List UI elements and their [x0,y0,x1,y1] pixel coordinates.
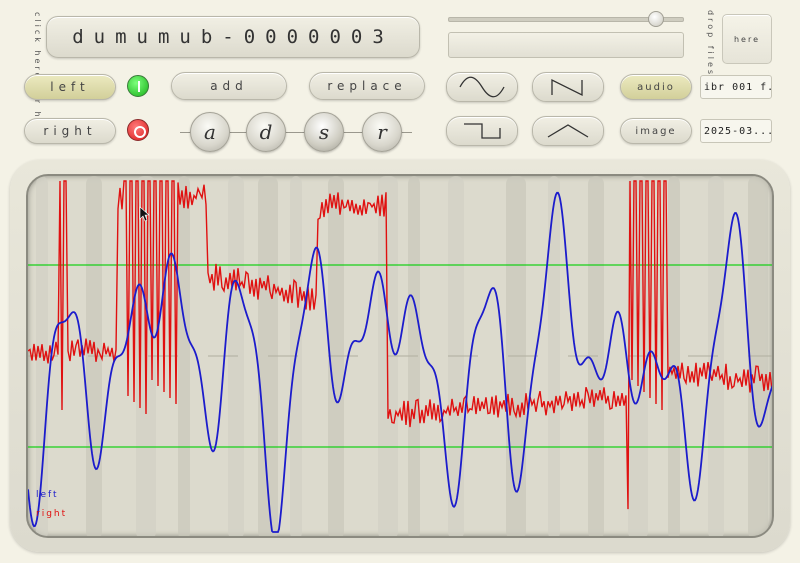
waveform-display[interactable]: left right [26,174,774,538]
right-channel-waveform [28,180,772,510]
background-band [668,176,680,536]
sawtooth-wave-button[interactable] [532,72,604,102]
background-band [228,176,244,536]
background-band [748,176,768,536]
slider-thumb[interactable] [647,11,664,27]
info-bar [448,32,684,58]
audio-button[interactable]: audio [620,74,692,100]
left-channel-waveform [28,191,772,533]
background-band [408,176,420,536]
background-band [506,176,526,536]
triangle-wave-button[interactable] [532,116,604,146]
right-channel-button[interactable]: right [24,118,116,144]
title-text: dumumub-0000003 [72,26,394,48]
square-wave-button[interactable] [446,116,518,146]
legend-left: left [36,490,59,500]
adsr-knob-row: a d s r [180,112,420,154]
background-band [708,176,724,536]
background-band [36,176,48,536]
background-band [178,176,190,536]
knob-guide-line [180,132,412,133]
sine-wave-icon [459,76,505,98]
add-button[interactable]: add [171,72,287,100]
image-button[interactable]: image [620,118,692,144]
attack-knob[interactable]: a [190,112,230,152]
audio-file-field[interactable]: ibr 001 f... [700,75,772,99]
sustain-knob[interactable]: s [304,112,344,152]
waveform-canvas[interactable] [28,176,774,538]
power-on-icon[interactable] [127,75,149,97]
sawtooth-wave-icon [551,78,583,97]
slider-track [448,17,684,22]
background-band [86,176,102,536]
background-band [548,176,560,536]
drop-zone[interactable]: here [722,14,772,64]
mouse-cursor-icon [139,206,150,222]
legend-right: right [36,509,68,519]
square-wave-icon [464,123,501,139]
left-channel-button[interactable]: left [24,74,116,100]
title-display: dumumub-0000003 [46,16,420,58]
power-off-icon[interactable] [127,119,149,141]
release-knob[interactable]: r [362,112,402,152]
background-band [448,176,464,536]
decay-knob[interactable]: d [246,112,286,152]
help-label[interactable]: click here for help [4,12,44,141]
drop-zone-label: here [733,35,761,44]
sine-wave-button[interactable] [446,72,518,102]
drop-files-label: drop files [706,10,715,78]
image-file-field[interactable]: 2025-03... [700,119,772,143]
replace-button[interactable]: replace [309,72,425,100]
position-slider[interactable] [448,10,684,28]
background-band [588,176,604,536]
triangle-wave-icon [547,124,589,138]
